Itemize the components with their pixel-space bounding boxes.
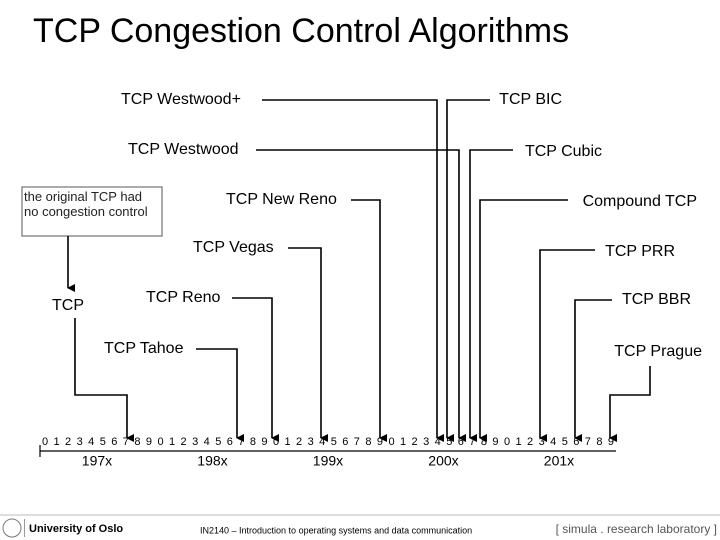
year-digit: 7 <box>354 436 360 448</box>
lab: [ simula . research laboratory ] <box>556 522 717 536</box>
year-digit: 1 <box>53 436 59 448</box>
year-digit: 8 <box>596 436 602 448</box>
year-digit: 4 <box>550 436 556 448</box>
year-digit: 4 <box>88 436 94 448</box>
connector <box>469 149 513 442</box>
year-digit: 0 <box>504 436 510 448</box>
algorithm-label: TCP BBR <box>622 291 691 308</box>
decade-label: 199x <box>313 453 343 469</box>
year-digit: 8 <box>481 436 487 448</box>
year-digit: 5 <box>331 436 337 448</box>
year-digit: 5 <box>215 436 221 448</box>
year-digit: 0 <box>388 436 394 448</box>
year-digit: 1 <box>400 436 406 448</box>
slide-title: TCP Congestion Control Algorithms <box>33 12 569 50</box>
year-digit: 8 <box>365 436 371 448</box>
year-digit: 8 <box>134 436 140 448</box>
year-digit: 4 <box>319 436 325 448</box>
year-digit: 9 <box>377 436 383 448</box>
connector <box>351 199 387 442</box>
note-container: the original TCP had no congestion contr… <box>24 189 148 219</box>
algorithm-label: TCP Westwood+ <box>121 91 241 108</box>
year-digit: 6 <box>458 436 464 448</box>
year-digit: 9 <box>261 436 267 448</box>
connector <box>609 366 651 442</box>
year-digit: 5 <box>446 436 452 448</box>
connector <box>74 318 134 442</box>
year-digit: 0 <box>42 436 48 448</box>
year-digit: 2 <box>296 436 302 448</box>
year-digit: 1 <box>169 436 175 448</box>
connector <box>262 99 444 442</box>
year-digit: 4 <box>204 436 210 448</box>
year-digit: 2 <box>527 436 533 448</box>
decade-label: 198x <box>197 453 227 469</box>
connector <box>232 297 279 442</box>
connector <box>256 149 466 442</box>
year-digit: 3 <box>77 436 83 448</box>
year-digit: 9 <box>146 436 152 448</box>
year-digit: 6 <box>111 436 117 448</box>
connector <box>539 249 595 442</box>
year-digit: 9 <box>492 436 498 448</box>
decade-label: 200x <box>428 453 458 469</box>
algorithm-label: TCP BIC <box>499 91 562 108</box>
algorithm-label: Compound TCP <box>583 193 697 210</box>
algorithm-label: TCP Westwood <box>128 141 239 158</box>
year-digit: 2 <box>181 436 187 448</box>
year-digit: 9 <box>608 436 614 448</box>
year-digit: 1 <box>515 436 521 448</box>
university-logo <box>2 518 22 538</box>
year-digit: 3 <box>539 436 545 448</box>
connector <box>288 247 328 442</box>
year-digit: 7 <box>123 436 129 448</box>
year-digit: 6 <box>573 436 579 448</box>
year-digit: 7 <box>469 436 475 448</box>
year-digit: 5 <box>100 436 106 448</box>
algorithm-label: TCP <box>52 297 84 314</box>
note-box <box>21 186 163 237</box>
year-digit: 5 <box>562 436 568 448</box>
course: IN2140 – Introduction to operating syste… <box>200 525 472 535</box>
year-digit: 2 <box>412 436 418 448</box>
connector <box>479 199 568 442</box>
year-digit: 0 <box>157 436 163 448</box>
year-digit: 6 <box>227 436 233 448</box>
algorithm-label: TCP Prague <box>614 343 702 360</box>
note: the original TCP had no congestion contr… <box>24 189 148 219</box>
connector <box>574 299 612 442</box>
year-digit: 0 <box>273 436 279 448</box>
university: University of Oslo <box>29 523 123 535</box>
algorithm-label: TCP New Reno <box>226 191 337 208</box>
year-digit: 8 <box>250 436 256 448</box>
algorithm-label: TCP Cubic <box>525 143 602 160</box>
algorithm-label: TCP Reno <box>146 289 221 306</box>
year-digit: 6 <box>342 436 348 448</box>
year-digit: 7 <box>238 436 244 448</box>
decade-label: 197x <box>82 453 112 469</box>
logo-divider <box>24 519 25 537</box>
year-digit: 2 <box>65 436 71 448</box>
year-digit: 4 <box>435 436 441 448</box>
decade-label: 201x <box>544 453 574 469</box>
algorithm-label: TCP Vegas <box>193 239 274 256</box>
connector <box>196 348 244 442</box>
year-digit: 3 <box>423 436 429 448</box>
year-digit: 7 <box>585 436 591 448</box>
connector <box>446 99 490 442</box>
algorithm-label: TCP PRR <box>605 243 675 260</box>
year-digit: 3 <box>192 436 198 448</box>
year-digit: 3 <box>308 436 314 448</box>
year-digit: 1 <box>284 436 290 448</box>
algorithm-label: TCP Tahoe <box>104 340 184 357</box>
